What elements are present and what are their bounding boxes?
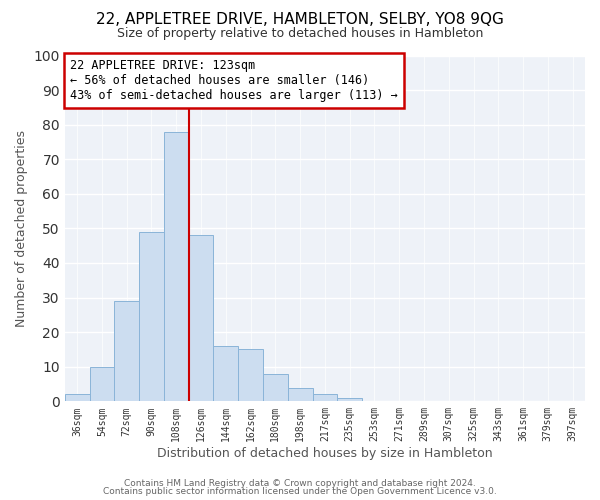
Y-axis label: Number of detached properties: Number of detached properties	[15, 130, 28, 327]
Text: Size of property relative to detached houses in Hambleton: Size of property relative to detached ho…	[117, 28, 483, 40]
Bar	[65, 394, 89, 402]
Text: Contains public sector information licensed under the Open Government Licence v3: Contains public sector information licen…	[103, 487, 497, 496]
Bar	[115, 301, 139, 402]
Bar	[89, 367, 115, 402]
Bar	[288, 388, 313, 402]
Text: Contains HM Land Registry data © Crown copyright and database right 2024.: Contains HM Land Registry data © Crown c…	[124, 478, 476, 488]
Bar	[238, 350, 263, 402]
Bar	[337, 398, 362, 402]
Bar	[164, 132, 188, 402]
Text: 22 APPLETREE DRIVE: 123sqm
← 56% of detached houses are smaller (146)
43% of sem: 22 APPLETREE DRIVE: 123sqm ← 56% of deta…	[70, 59, 398, 102]
Text: 22, APPLETREE DRIVE, HAMBLETON, SELBY, YO8 9QG: 22, APPLETREE DRIVE, HAMBLETON, SELBY, Y…	[96, 12, 504, 28]
Bar	[188, 236, 214, 402]
Bar	[139, 232, 164, 402]
Bar	[214, 346, 238, 402]
Bar	[263, 374, 288, 402]
Bar	[313, 394, 337, 402]
X-axis label: Distribution of detached houses by size in Hambleton: Distribution of detached houses by size …	[157, 447, 493, 460]
